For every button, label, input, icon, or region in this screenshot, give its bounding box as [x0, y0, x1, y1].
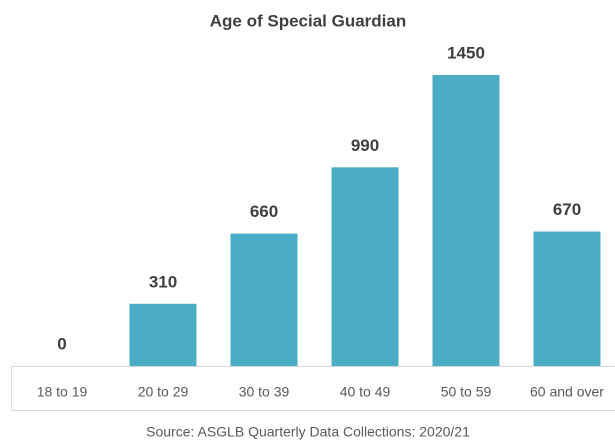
- x-tick-label: 40 to 49: [340, 384, 391, 400]
- source-note: Source: ASGLB Quarterly Data Collections…: [146, 424, 470, 440]
- data-label: 990: [351, 136, 379, 155]
- x-tick-label: 20 to 29: [138, 384, 189, 400]
- x-tick-label: 50 to 59: [441, 384, 492, 400]
- bar: [331, 167, 399, 366]
- data-label: 310: [149, 272, 177, 291]
- category-axis-box: [11, 366, 615, 411]
- bar: [533, 231, 601, 366]
- bar: [432, 75, 500, 366]
- data-label: 670: [553, 200, 581, 219]
- data-label: 0: [57, 334, 66, 353]
- x-tick-label: 30 to 39: [239, 384, 290, 400]
- bar: [230, 233, 298, 366]
- data-label: 1450: [447, 43, 485, 62]
- chart-title: Age of Special Guardian: [210, 11, 407, 30]
- x-tick-label: 60 and over: [530, 384, 604, 400]
- bar: [129, 303, 197, 366]
- x-tick-label: 18 to 19: [37, 384, 88, 400]
- data-label: 660: [250, 202, 278, 221]
